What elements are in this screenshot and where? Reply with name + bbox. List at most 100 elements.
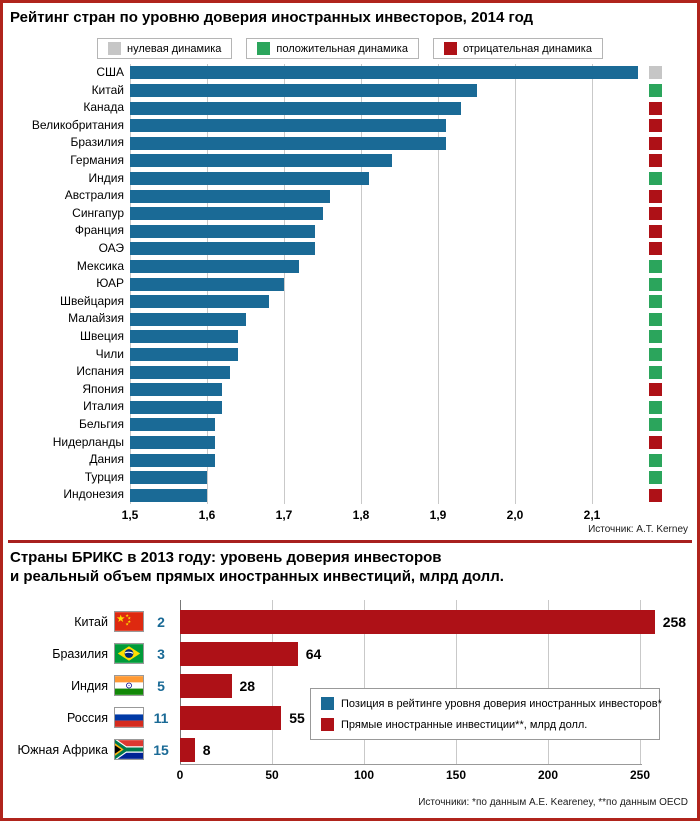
country-label: Чили [95,346,124,361]
rating-bar [130,242,315,256]
legend-item-positive: положительная динамика [246,38,419,59]
fdi-bar [180,674,232,698]
country-label: ЮАР [96,276,124,291]
svg-text:★: ★ [127,616,131,621]
rating-bar [130,453,215,467]
gridline [592,64,593,504]
rating-bar [130,418,215,432]
rating-bar [130,66,639,80]
x-tick-label: 150 [445,768,467,782]
chart2-title-line2: и реальный объем прямых иностранных инве… [10,568,504,585]
gridline [515,64,516,504]
negative-dynamic-marker-icon [649,488,662,502]
x-tick-label: 50 [265,768,279,782]
positive-dynamic-marker-icon [649,259,662,273]
country-label: Япония [82,381,124,396]
country-label: Великобритания [31,117,124,132]
svg-text:★: ★ [125,613,129,618]
x-tick-label: 0 [176,768,184,782]
fdi-value-label: 8 [202,742,211,758]
rating-position-value: 11 [153,710,169,726]
rating-bar [130,119,446,133]
rating-bar [130,171,369,185]
rating-bar [130,154,392,168]
negative-dynamic-marker-icon [649,154,662,168]
rating-bar [130,207,323,221]
rating-bar [130,488,207,502]
rating-bar [130,347,238,361]
country-label: Канада [83,100,124,115]
rating-bar [130,295,269,309]
gridline [361,64,362,504]
positive-dynamic-marker-icon [649,418,662,432]
legend-item-negative: отрицательная динамика [432,38,603,59]
country-label: Австралия [64,188,124,203]
china-flag-icon: ★ ★ ★ ★ ★ [114,611,144,632]
rating-bar [130,365,231,379]
rating-bar [130,383,223,397]
country-label: Южная Африка [17,743,108,757]
rating-bar [130,435,215,449]
gridline [548,600,549,764]
gridline [456,600,457,764]
positive-dynamic-marker-icon [649,295,662,309]
fdi-bar [180,610,655,634]
x-tick-label: 1,7 [275,508,293,522]
country-label: ОАЭ [98,241,124,255]
country-label: Индия [71,679,108,693]
negative-dynamic-marker-icon [649,101,662,115]
country-label: Нидерланды [52,434,124,449]
x-tick-label: 1,5 [121,508,139,522]
zero-dynamic-marker-icon [649,66,662,80]
legend-label: нулевая динамика [127,42,222,55]
positive-dynamic-marker-icon [649,171,662,185]
legend-item-fdi: Прямые иностранные инвестиции**, млрд до… [321,718,649,731]
gridline [364,600,365,764]
positive-dynamic-marker-icon [649,471,662,485]
rating-bar [130,101,462,115]
country-label: Мексика [76,258,124,273]
x-tick-label: 2,1 [583,508,601,522]
country-label: Индонезия [63,487,124,502]
rating-bar [130,400,223,414]
svg-text:★: ★ [125,622,129,627]
country-label: Испания [76,364,124,379]
legend-label: Позиция в рейтинге уровня доверия иностр… [341,697,662,710]
russia-flag-icon [114,707,144,728]
rating-bar [130,471,207,485]
rating-bar [130,136,446,150]
chart1-legend: нулевая динамика положительная динамика от… [0,38,700,59]
fdi-bar [180,738,195,762]
x-tick-label: 1,9 [429,508,447,522]
positive-swatch-icon [257,42,271,55]
chart2-title-line1: Страны БРИКС в 2013 году: уровень довери… [10,549,442,566]
rating-bar [130,259,300,273]
brazil-flag-icon [114,643,144,664]
fdi-value-label: 28 [239,678,256,694]
chart1-title: Рейтинг стран по уровню доверия иностран… [10,9,534,26]
country-label: Италия [83,399,124,414]
country-label: Сингапур [72,205,124,220]
x-tick-label: 1,6 [198,508,216,522]
negative-dynamic-marker-icon [649,189,662,203]
legend-item-zero: нулевая динамика [97,38,233,59]
x-axis-line [180,764,642,765]
fdi-bar [180,706,282,730]
country-label: Дания [89,452,124,467]
country-label: Швейцария [59,293,124,308]
fdi-value-label: 55 [289,710,305,726]
rating-bar [130,189,331,203]
negative-dynamic-marker-icon [649,435,662,449]
legend-label: Прямые иностранные инвестиции**, млрд до… [341,718,588,731]
zero-swatch-icon [108,42,122,55]
country-label: Малайзия [68,311,124,326]
x-tick-label: 200 [537,768,559,782]
south-africa-flag-icon [114,739,144,760]
negative-dynamic-marker-icon [649,242,662,256]
rating-bar [130,224,315,238]
negative-dynamic-marker-icon [649,383,662,397]
rating-bar [130,83,477,97]
gridline [284,64,285,504]
negative-dynamic-marker-icon [649,119,662,133]
x-tick-label: 250 [629,768,651,782]
